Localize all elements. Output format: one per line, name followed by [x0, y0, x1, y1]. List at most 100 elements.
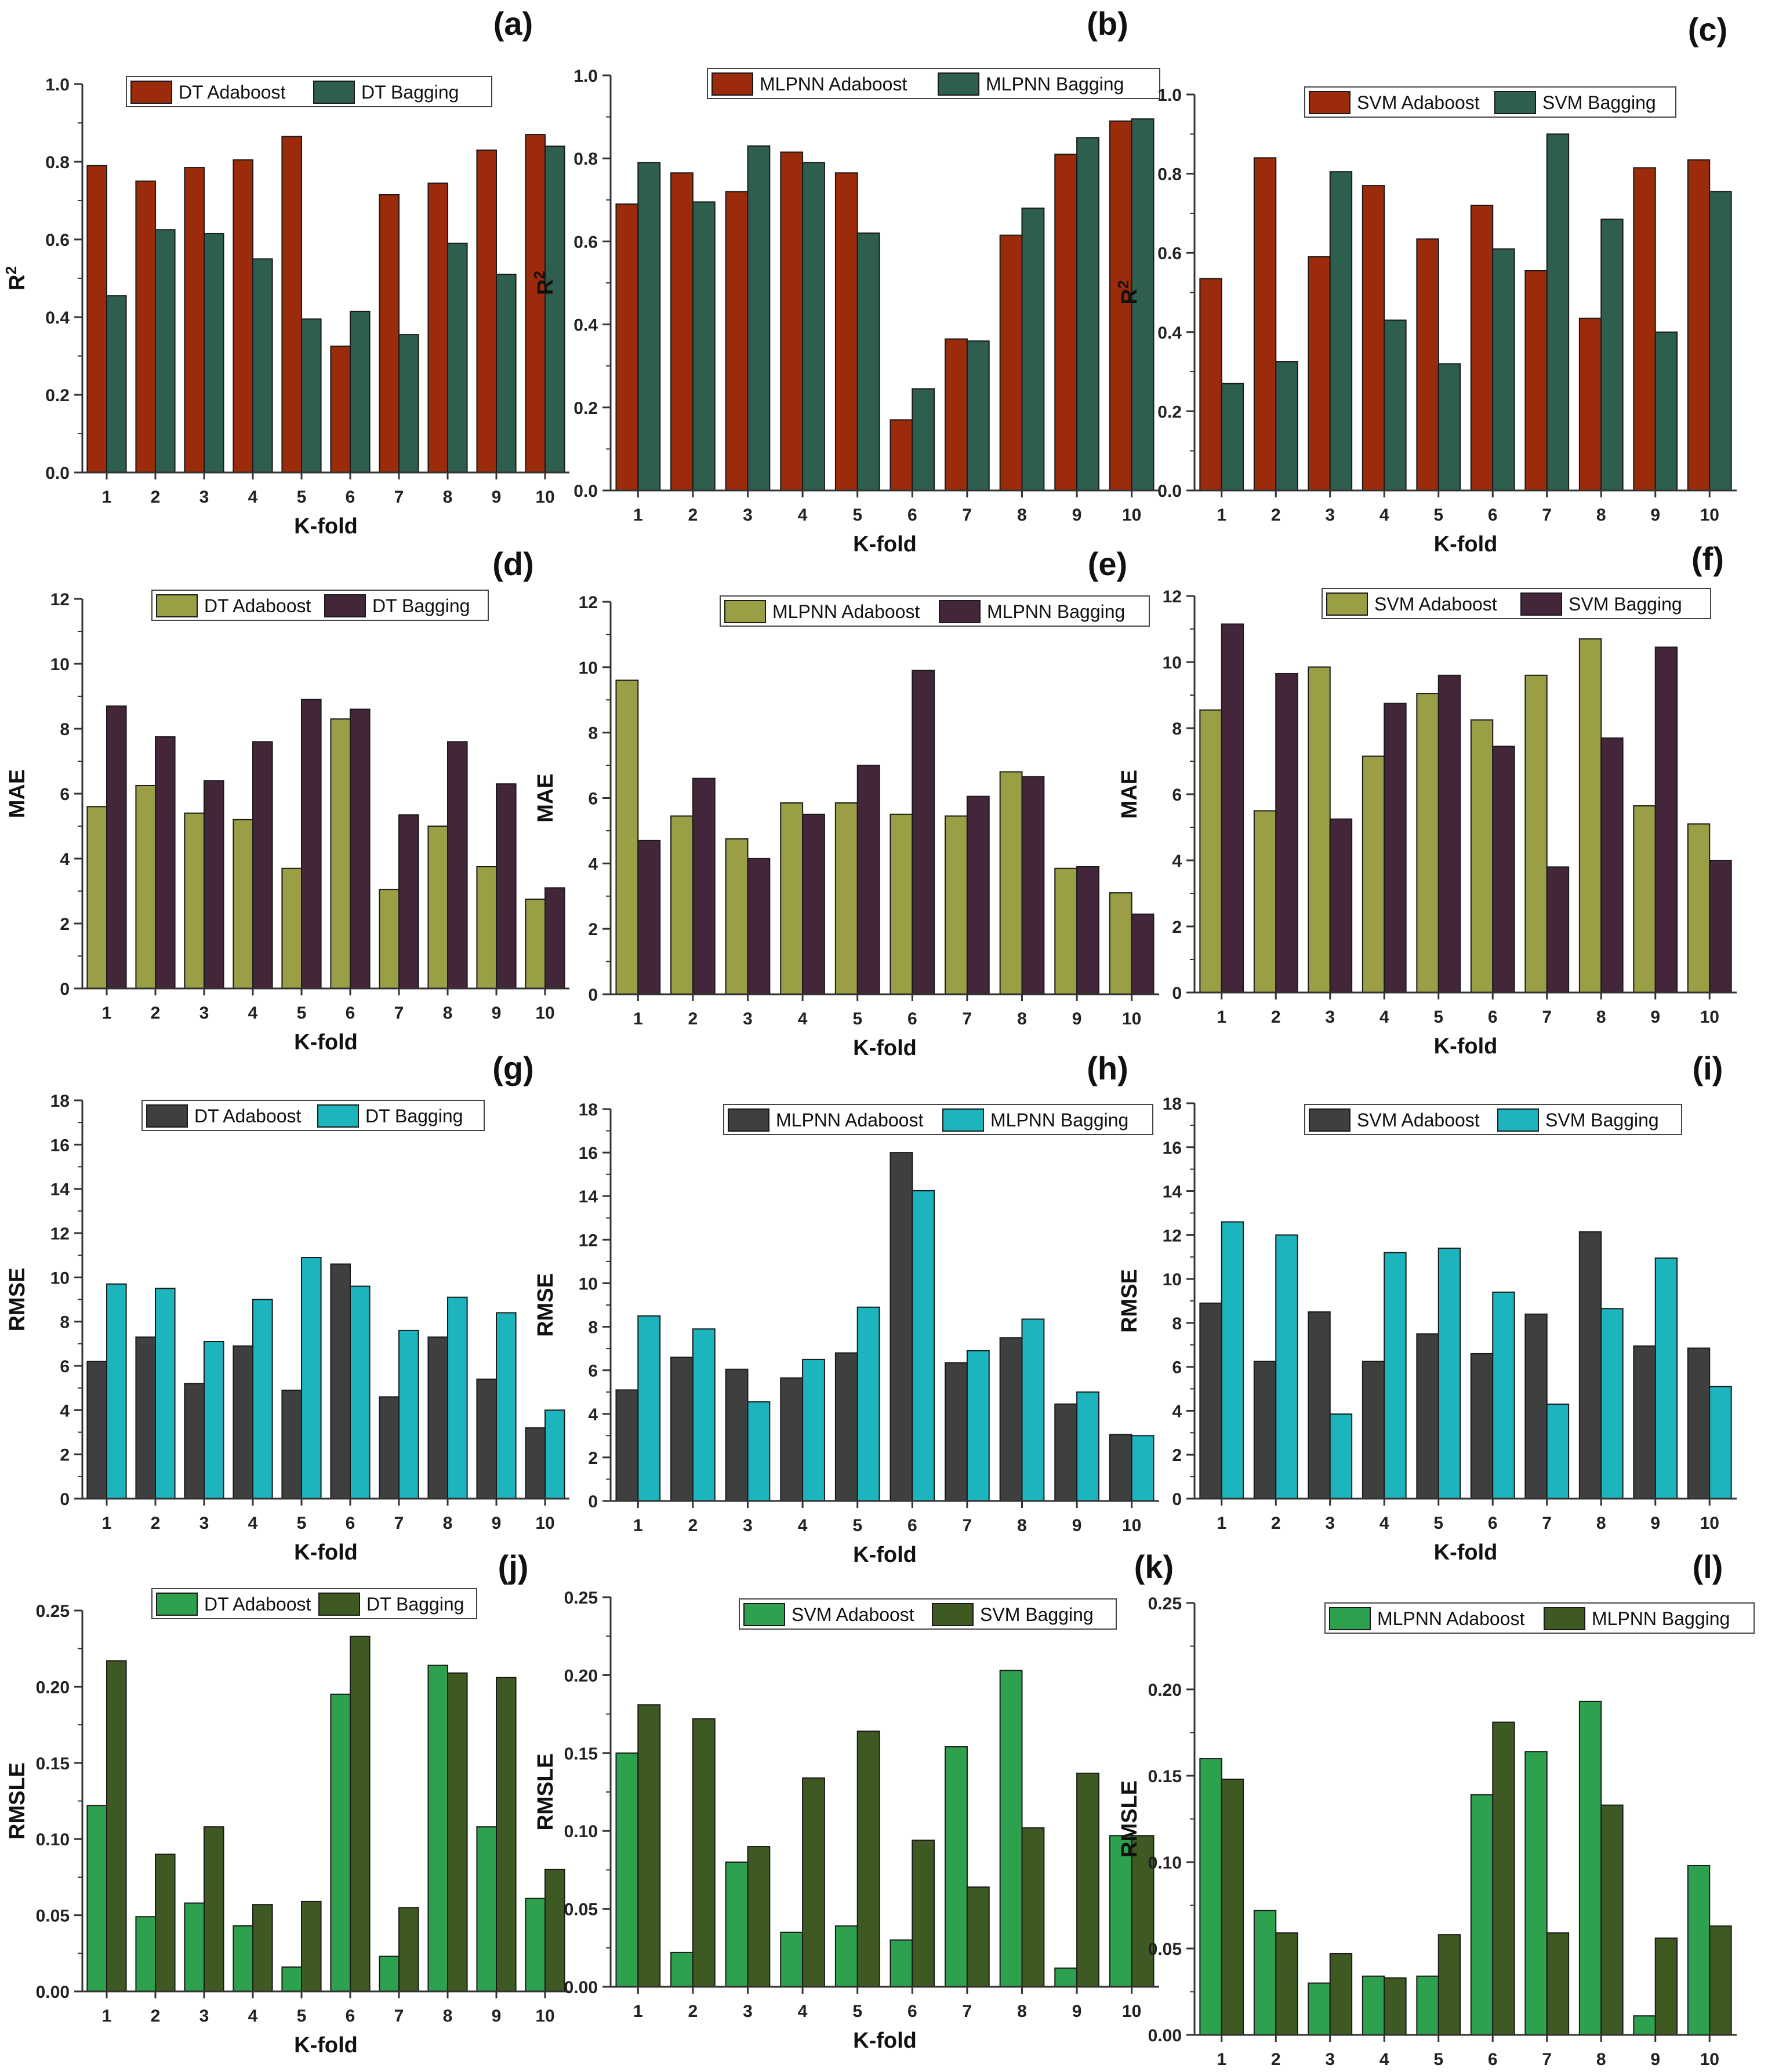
x-tick-label: 9 — [1072, 1516, 1082, 1535]
legend: MLPNN Adaboost MLPNN Bagging — [720, 595, 1150, 627]
bar-svm-adaboost-10 — [1687, 159, 1711, 491]
bar-dt-adaboost-10 — [525, 1427, 546, 1500]
legend-frame — [141, 1100, 485, 1131]
y-axis-label: RMSLE — [1117, 1780, 1142, 1857]
y-tick-label: 0.8 — [573, 150, 598, 169]
x-tick-label: 5 — [852, 1516, 862, 1535]
y-axis-label: MAE — [5, 769, 30, 818]
legend-frame — [723, 1104, 1153, 1135]
bar-mlpnn-bagging-4 — [802, 162, 825, 491]
x-tick-label: 3 — [743, 1516, 753, 1535]
y-tick-label: 0.4 — [1157, 323, 1182, 343]
legend-label: DT Bagging — [366, 1594, 464, 1615]
legend: SVM Adaboost SVM Bagging — [1304, 1104, 1682, 1135]
y-tick-label: 1.0 — [45, 75, 70, 94]
bar-dt-bagging-8 — [447, 1672, 468, 1993]
bar-dt-bagging-4 — [252, 1904, 273, 1993]
bar-mlpnn-adaboost-3 — [725, 1368, 749, 1502]
bar-mlpnn-adaboost-2 — [670, 172, 694, 491]
bar-mlpnn-bagging-10 — [1709, 1925, 1732, 2036]
y-tick-label: 0.25 — [36, 1602, 70, 1621]
legend-swatch — [156, 1593, 198, 1616]
bar-svm-adaboost-10 — [1109, 1835, 1132, 1987]
bar-mlpnn-bagging-8 — [1021, 1318, 1045, 1502]
x-tick-label: 10 — [535, 488, 554, 507]
bar-svm-bagging-7 — [1546, 866, 1570, 994]
legend-swatch — [939, 600, 981, 623]
x-tick-label: 3 — [199, 1004, 209, 1023]
legend-label: SVM Bagging — [1545, 1110, 1659, 1130]
y-tick-label: 0.2 — [45, 386, 70, 405]
bar-mlpnn-adaboost-10 — [1109, 120, 1132, 491]
x-tick-label: 6 — [346, 2006, 355, 2026]
x-tick-label: 5 — [297, 488, 307, 507]
x-tick-label: 3 — [199, 2006, 209, 2026]
bar-dt-adaboost-6 — [330, 718, 351, 989]
x-tick-label: 7 — [1542, 506, 1552, 525]
bar-dt-bagging-3 — [204, 1341, 224, 1499]
x-tick-label: 6 — [346, 1514, 355, 1533]
bar-mlpnn-adaboost-4 — [780, 802, 804, 995]
x-tick-label: 2 — [151, 488, 161, 507]
x-tick-label: 8 — [1596, 1514, 1606, 1533]
legend-swatch — [317, 1104, 359, 1128]
bar-dt-adaboost-2 — [135, 1916, 156, 1993]
x-tick-label: 6 — [907, 506, 917, 525]
y-tick-label: 0.6 — [45, 231, 70, 250]
panel-label: (j) — [498, 1548, 529, 1585]
bar-svm-bagging-3 — [747, 1846, 771, 1988]
x-tick-label: 8 — [443, 1514, 453, 1533]
y-axis-label: RMSE — [5, 1268, 30, 1332]
bar-dt-adaboost-4 — [233, 159, 253, 473]
y-tick-label: 18 — [579, 1100, 598, 1119]
bar-dt-adaboost-5 — [281, 867, 302, 990]
x-tick-label: 3 — [1325, 1008, 1335, 1027]
y-tick-label: 0.0 — [45, 464, 70, 483]
y-tick-label: 0.20 — [564, 1666, 598, 1685]
y-tick-label: 4 — [60, 850, 70, 869]
legend-label: MLPNN Adaboost — [760, 74, 907, 94]
legend-label: MLPNN Adaboost — [772, 601, 920, 622]
panel-label: (g) — [492, 1050, 534, 1086]
bar-mlpnn-adaboost-1 — [615, 679, 639, 995]
legend: SVM Adaboost SVM Bagging — [1322, 588, 1711, 619]
y-tick-label: 4 — [1172, 852, 1182, 871]
panel-label: (b) — [1087, 5, 1128, 42]
x-tick-label: 7 — [394, 1514, 404, 1533]
legend-label: SVM Bagging — [980, 1604, 1094, 1625]
x-axis-label: K-fold — [1434, 1034, 1498, 1059]
bar-dt-bagging-6 — [350, 1635, 371, 1992]
bar-mlpnn-bagging-7 — [966, 340, 990, 491]
y-tick-label: 0.2 — [1157, 402, 1182, 421]
bar-svm-adaboost-3 — [1308, 666, 1331, 994]
bar-dt-adaboost-5 — [281, 136, 302, 473]
legend: DT Adaboost DT Bagging — [151, 590, 489, 621]
x-tick-label: 10 — [1122, 1516, 1141, 1535]
x-tick-label: 7 — [394, 488, 404, 507]
x-tick-label: 9 — [492, 2006, 502, 2026]
y-tick-label: 4 — [588, 855, 598, 874]
bar-dt-adaboost-7 — [379, 1955, 400, 1992]
bar-dt-adaboost-9 — [476, 1378, 498, 1499]
bar-mlpnn-adaboost-1 — [615, 203, 639, 491]
bar-svm-bagging-4 — [1384, 1252, 1407, 1500]
x-tick-label: 1 — [633, 1516, 643, 1535]
bar-mlpnn-bagging-9 — [1076, 137, 1099, 491]
x-axis-label: K-fold — [1434, 532, 1498, 557]
y-tick-label: 2 — [60, 915, 70, 934]
x-tick-label: 9 — [492, 488, 502, 507]
bar-svm-bagging-10 — [1131, 1835, 1155, 1987]
bar-svm-adaboost-2 — [1253, 810, 1277, 993]
y-tick-label: 2 — [60, 1446, 70, 1465]
x-tick-label: 1 — [1217, 1008, 1226, 1027]
legend-label: DT Adaboost — [179, 82, 286, 103]
bar-svm-adaboost-1 — [615, 1752, 639, 1988]
x-tick-label: 10 — [1122, 2002, 1141, 2021]
x-tick-label: 4 — [798, 2002, 808, 2021]
y-tick-label: 0.00 — [1148, 2026, 1182, 2045]
x-tick-label: 2 — [688, 1009, 698, 1028]
x-tick-label: 7 — [963, 1516, 972, 1535]
bar-mlpnn-adaboost-5 — [834, 802, 858, 995]
x-tick-label: 4 — [248, 2006, 258, 2026]
